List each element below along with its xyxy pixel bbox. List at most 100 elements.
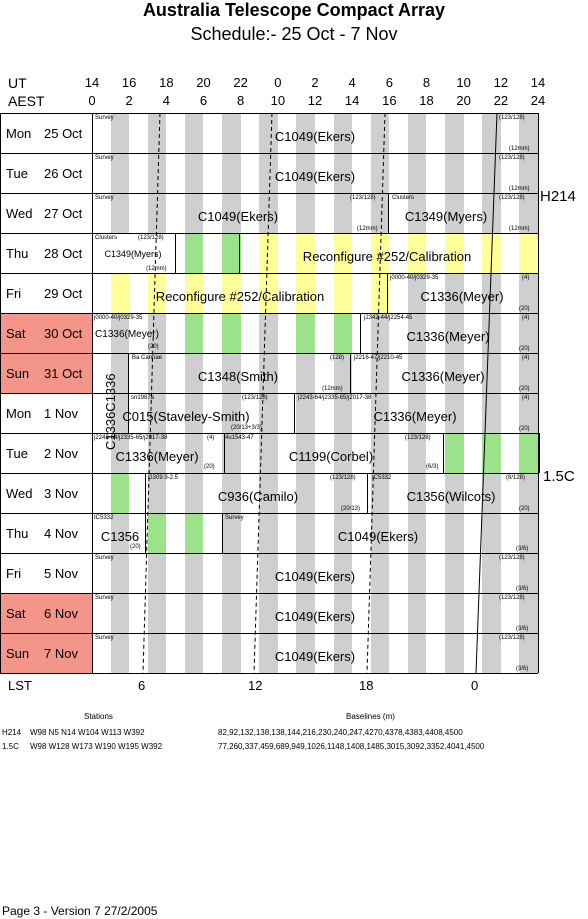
note: (4) xyxy=(522,315,530,321)
yellow-stripe xyxy=(184,273,204,313)
row-divider xyxy=(0,553,538,554)
yellow-stripe xyxy=(407,233,427,273)
ut-tick: 10 xyxy=(456,75,471,90)
survey-label: Survey xyxy=(95,115,114,121)
aest-tick: 14 xyxy=(344,93,360,108)
grid-border xyxy=(538,113,539,673)
note: (123/128) xyxy=(350,195,376,201)
project-label: C015(Staveley-Smith) xyxy=(122,409,250,424)
note: (20) xyxy=(519,506,530,512)
day-date: 6 Nov xyxy=(44,605,78,621)
project-label: C1336(Meyer) xyxy=(401,369,485,384)
source-label: IC5332 xyxy=(94,515,114,521)
ut-tick: 4 xyxy=(348,75,356,90)
block-divider xyxy=(360,313,361,353)
note: (12mm) xyxy=(322,386,343,392)
aest-tick: 2 xyxy=(125,93,133,108)
row-divider xyxy=(0,513,538,514)
note: (12mm) xyxy=(146,266,167,272)
ut-tick: 2 xyxy=(311,75,319,90)
clusters-label: Clusters xyxy=(392,195,415,201)
config-h214: H214 xyxy=(540,188,576,205)
day-label: Fri 5 Nov xyxy=(0,553,92,593)
note: (12mm) xyxy=(357,226,378,232)
aest-tick: 20 xyxy=(456,93,471,108)
day-label: Wed 3 Nov xyxy=(0,473,92,513)
clusters-label: Clusters xyxy=(95,235,118,241)
day-date: 26 Oct xyxy=(44,165,83,181)
note: (123/128) xyxy=(499,595,525,601)
note: (123/128) xyxy=(499,635,525,641)
green-stripe xyxy=(296,313,315,353)
baselines-header: Baselines (m) xyxy=(346,712,395,721)
lst-line xyxy=(475,112,498,674)
note: (20/13) xyxy=(341,506,361,512)
note: (6/3) xyxy=(426,464,439,470)
day-date: 3 Nov xyxy=(44,485,78,501)
source-label: j0000-40/j0329-35 xyxy=(390,275,439,281)
day-name: Mon xyxy=(6,125,32,141)
note: (20) xyxy=(204,464,215,470)
day-name: Mon xyxy=(6,405,32,421)
green-stripe xyxy=(222,313,241,353)
day-name: Sun xyxy=(6,365,30,381)
row-divider xyxy=(0,273,538,274)
day-label: Sat 30 Oct xyxy=(0,313,92,353)
day-name: Sat xyxy=(6,325,26,341)
ut-tick: 12 xyxy=(493,75,509,90)
project-label: C1336(Meyer) xyxy=(420,289,504,304)
ut-tick: 16 xyxy=(121,75,137,90)
project-label: C1336(Meyer) xyxy=(406,329,490,344)
day-name: Wed xyxy=(6,485,33,501)
block-divider xyxy=(224,433,225,473)
project-label: C1348(Smith) xyxy=(197,369,279,384)
yellow-stripe xyxy=(222,273,241,313)
stations-list: W98 N5 N14 W104 W113 W392 xyxy=(30,728,145,737)
aest-tick: 16 xyxy=(382,93,397,108)
note: (3/6) xyxy=(516,586,529,592)
lst-line xyxy=(366,112,386,674)
baselines-list: 82,92,132,138,138,144,216,230,240,247,42… xyxy=(218,728,463,737)
project-label: C1049(Ekers) xyxy=(197,209,279,224)
survey-label: Survey xyxy=(95,555,114,561)
lst-label: LST xyxy=(8,678,32,693)
yellow-stripe xyxy=(370,273,390,313)
ut-tick: 6 xyxy=(385,75,393,90)
yellow-stripe xyxy=(445,233,464,273)
yellow-stripe xyxy=(519,233,538,273)
aest-tick: 24 xyxy=(530,93,546,108)
yellow-stripe xyxy=(296,233,315,273)
source-label: Ba Cannae xyxy=(132,355,163,361)
day-label: Mon 1 Nov xyxy=(0,393,92,433)
green-stripe xyxy=(519,433,538,473)
note: (12mm) xyxy=(509,186,530,192)
note: (3/6) xyxy=(516,666,529,672)
project-label: C1049(Ekers) xyxy=(337,529,419,544)
project-label: C1199(Corbel) xyxy=(288,449,374,464)
row-divider xyxy=(0,393,538,394)
source-label: 4u1543-47 xyxy=(225,435,254,441)
note: (12mm) xyxy=(509,226,530,232)
aest-tick: 22 xyxy=(493,93,509,108)
note: (8/128) xyxy=(506,475,526,481)
block-divider xyxy=(294,393,295,433)
block-divider xyxy=(128,393,129,433)
note: (123/128) xyxy=(330,475,356,481)
note: (4) xyxy=(522,355,530,361)
survey-label: Survey xyxy=(95,595,114,601)
day-date: 31 Oct xyxy=(44,365,83,381)
source-label: G309.9-2.5 xyxy=(148,475,179,481)
note: (3/6) xyxy=(516,626,529,632)
yellow-stripe xyxy=(333,233,353,273)
day-name: Sat xyxy=(6,605,26,621)
source-label: j0000-40/j0329-35 xyxy=(94,315,143,321)
source-label: IC5332 xyxy=(372,475,392,481)
day-name: Thu xyxy=(6,525,29,541)
yellow-stripe xyxy=(259,273,278,313)
ut-tick: 8 xyxy=(422,75,431,90)
note: (20) xyxy=(130,544,141,550)
block-divider xyxy=(387,273,388,313)
row-divider xyxy=(0,233,538,234)
day-name: Tue xyxy=(6,445,28,461)
yellow-stripe xyxy=(296,273,315,313)
